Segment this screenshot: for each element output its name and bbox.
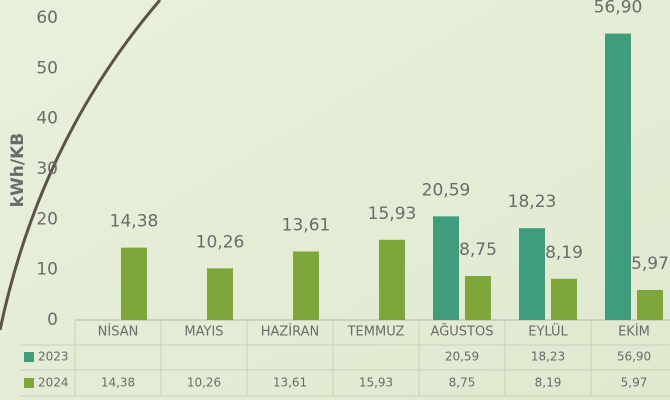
bar — [379, 239, 405, 320]
bar — [637, 289, 663, 320]
y-tick-label: 0 — [47, 310, 58, 330]
bar — [433, 216, 459, 320]
x-tick-label: TEMMUZ — [347, 325, 405, 340]
y-tick-label: 40 — [36, 109, 58, 129]
legend-swatch — [24, 378, 34, 388]
table-cell: 56,90 — [617, 350, 651, 364]
legend-label: 2024 — [38, 376, 69, 390]
x-tick-label: NİSAN — [98, 324, 139, 340]
table-cell: 15,93 — [359, 376, 393, 390]
value-label: 5,97 — [631, 254, 669, 274]
table-cell: 18,23 — [531, 350, 565, 364]
value-label: 20,59 — [422, 180, 471, 200]
decor-curve — [0, 0, 162, 331]
value-label: 15,93 — [368, 204, 417, 224]
y-axis-title: kWh/KB — [8, 133, 28, 208]
bar — [605, 33, 631, 320]
table-cell: 8,19 — [535, 376, 562, 390]
table-cell: 5,97 — [621, 376, 648, 390]
bar — [465, 275, 491, 320]
y-tick-label: 10 — [36, 260, 58, 280]
bar — [293, 251, 319, 320]
x-tick-label: EYLÜL — [528, 323, 568, 340]
x-tick-label: AĞUSTOS — [431, 324, 494, 340]
table-cell: 8,75 — [449, 376, 476, 390]
legend-swatch — [24, 352, 34, 362]
value-label: 8,19 — [545, 243, 583, 263]
y-tick-label: 50 — [36, 58, 58, 78]
value-label: 14,38 — [110, 212, 159, 232]
bar — [551, 278, 577, 320]
value-label: 8,75 — [459, 240, 497, 260]
value-label: 18,23 — [508, 192, 557, 212]
table-cell: 10,26 — [187, 376, 221, 390]
table-cell: 14,38 — [101, 376, 135, 390]
x-tick-label: MAYIS — [184, 325, 223, 340]
value-label: 10,26 — [196, 232, 245, 252]
y-tick-label: 60 — [36, 8, 58, 28]
table-cell: 13,61 — [273, 376, 307, 390]
y-tick-label: 20 — [36, 209, 58, 229]
bar — [519, 228, 545, 320]
bar — [207, 268, 233, 320]
x-tick-label: HAZİRAN — [261, 324, 320, 340]
legend-label: 2023 — [38, 350, 69, 364]
bar — [121, 247, 147, 320]
x-tick-label: EKİM — [618, 324, 650, 340]
table-cell: 20,59 — [445, 350, 479, 364]
y-tick-label: 30 — [36, 159, 58, 179]
value-label: 13,61 — [282, 215, 331, 235]
value-label: 56,90 — [594, 0, 643, 18]
